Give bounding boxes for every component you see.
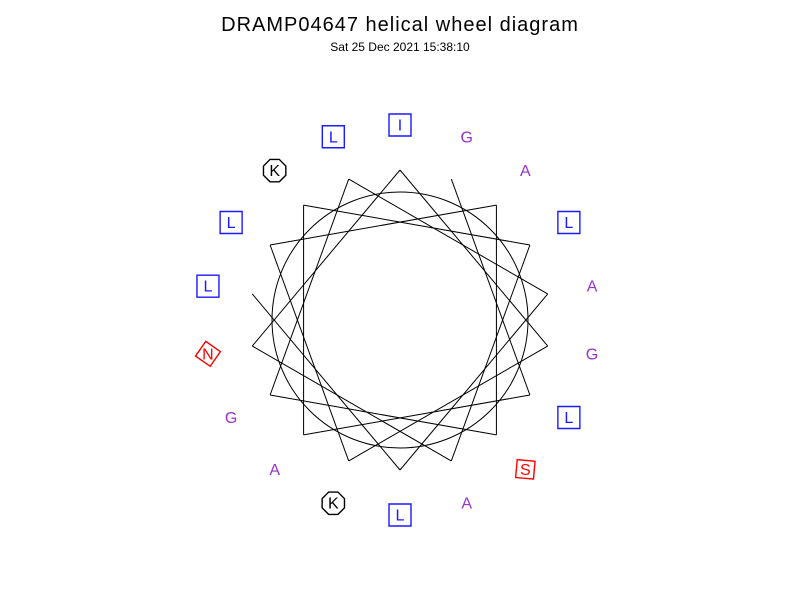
residue-label: K (328, 496, 339, 513)
residue-label: L (396, 508, 405, 525)
residue: K (322, 492, 344, 514)
residue-label: A (587, 279, 598, 296)
residue: L (558, 407, 580, 429)
residue-label: K (269, 163, 280, 180)
residue: S (516, 460, 535, 479)
residue: N (196, 341, 221, 366)
wheel-circle (272, 192, 528, 448)
residue-label: L (329, 129, 338, 146)
residue-label: S (520, 462, 531, 479)
residue-label: G (586, 346, 598, 363)
residue: L (322, 126, 344, 148)
residue: I (389, 114, 411, 136)
residue-label: A (461, 496, 472, 513)
residue-label: N (202, 346, 214, 363)
residue: K (263, 159, 285, 181)
residue: A (587, 279, 598, 296)
backbone-segment (349, 179, 548, 294)
residue-label: L (564, 215, 573, 232)
residue: L (220, 212, 242, 234)
residue-label: L (564, 410, 573, 427)
helical-wheel-svg: G L A K L A N I G K L A S G L A L L (0, 0, 800, 600)
residue-label: I (398, 118, 402, 135)
residue: G (460, 129, 472, 146)
backbone-lines (252, 170, 547, 470)
residue-label: A (520, 163, 531, 180)
residue: L (197, 275, 219, 297)
residue: A (461, 496, 472, 513)
residue-label: L (204, 279, 213, 296)
residue: A (269, 462, 280, 479)
residue: A (520, 163, 531, 180)
residue-label: L (227, 215, 236, 232)
residue: L (389, 504, 411, 526)
residue: L (558, 212, 580, 234)
residue-markers: G L A K L A N I G K L A S G L A L L (196, 114, 599, 526)
residue: G (586, 346, 598, 363)
residue-label: A (269, 462, 280, 479)
residue: G (225, 410, 237, 427)
residue-label: G (225, 410, 237, 427)
residue-label: G (460, 129, 472, 146)
